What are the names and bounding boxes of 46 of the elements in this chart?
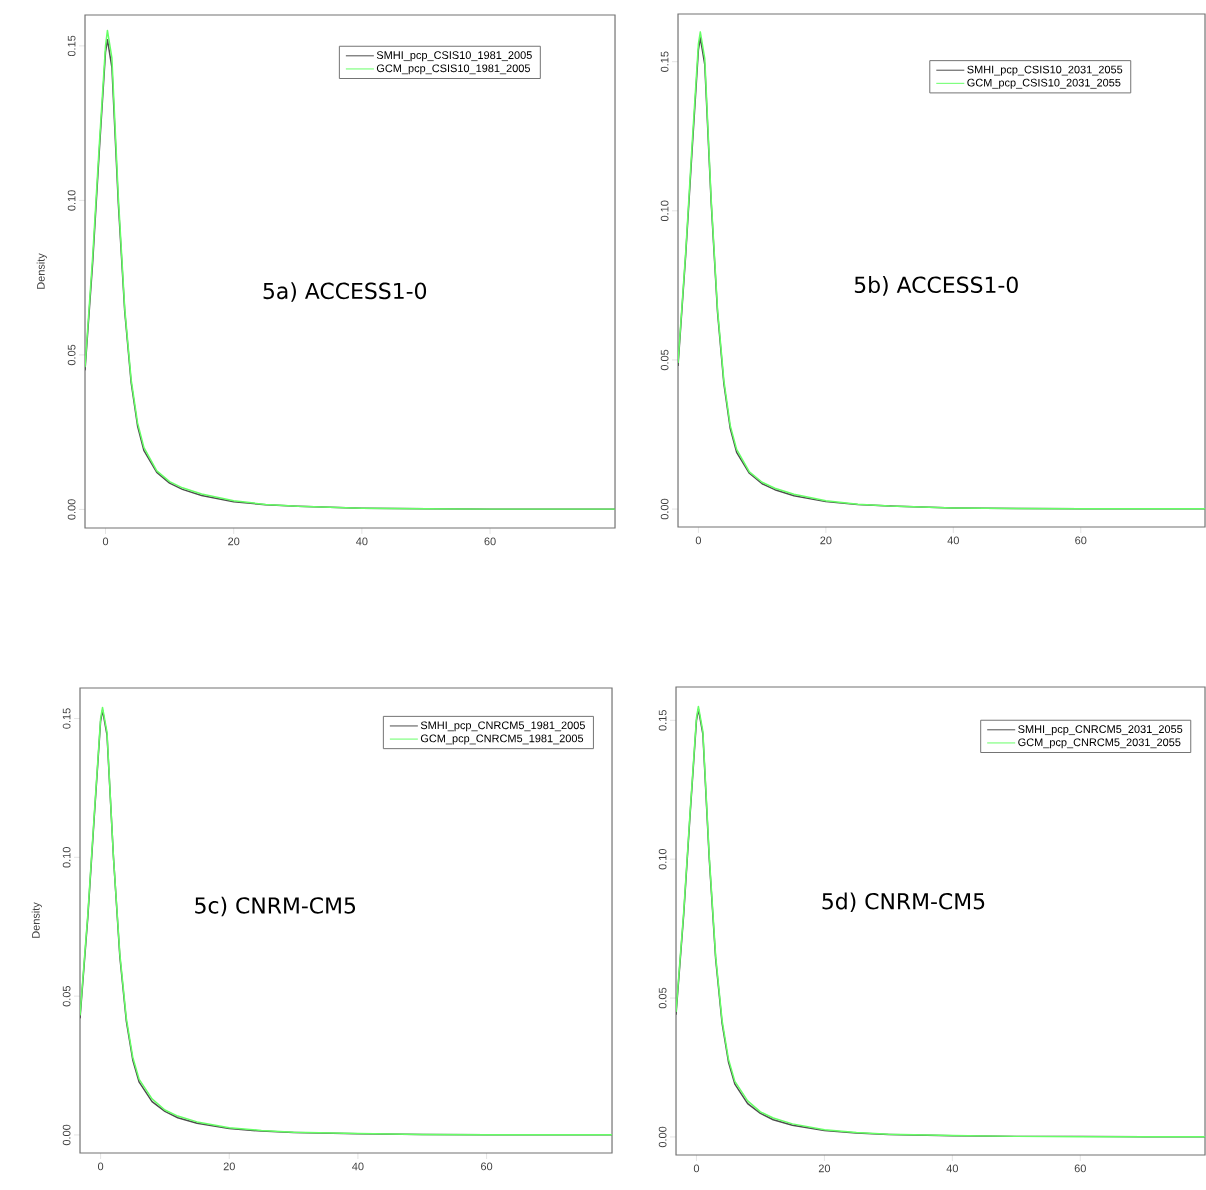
x-tick-label: 40	[947, 536, 959, 545]
y-tick-label: 0.05	[67, 344, 76, 366]
x-tick-label: 0	[693, 1164, 700, 1173]
x-tick-label: 0	[695, 536, 702, 545]
y-tick-label: 0.10	[658, 848, 667, 870]
x-tick-label: 20	[228, 537, 240, 546]
x-tick-label: 60	[484, 537, 496, 546]
y-tick-label: 0.00	[67, 499, 76, 520]
x-tick-label: 20	[223, 1162, 235, 1171]
legend-label: GCM_pcp_CNRCM5_2031_2055	[1018, 738, 1181, 749]
y-tick-label: 0.15	[62, 708, 71, 729]
legend-label: GCM_pcp_CNRCM5_1981_2005	[420, 734, 584, 745]
x-tick-label: 40	[352, 1162, 364, 1171]
y-axis-title: Density	[36, 253, 47, 289]
x-tick-label: 60	[1074, 1164, 1086, 1173]
annotation: 5d) CNRM-CM5	[822, 892, 985, 913]
legend-label: SMHI_pcp_CNRCM5_2031_2055	[1018, 725, 1183, 736]
y-tick-label: 0.10	[62, 847, 71, 868]
x-tick-label: 40	[356, 537, 368, 546]
y-tick-label: 0.05	[62, 985, 71, 1007]
x-tick-label: 0	[102, 537, 109, 546]
x-tick-label: 0	[97, 1162, 104, 1171]
annotation: 5c) CNRM-CM5	[195, 896, 356, 917]
y-tick-label: 0.15	[67, 35, 76, 57]
x-tick-label: 60	[481, 1162, 493, 1171]
y-tick-label: 0.10	[660, 200, 669, 222]
y-tick-label: 0.05	[660, 349, 669, 371]
x-tick-label: 60	[1075, 536, 1087, 545]
annotation: 5b) ACCESS1-0	[854, 276, 1018, 296]
y-tick-label: 0.15	[658, 710, 667, 731]
x-tick-label: 20	[820, 536, 832, 545]
y-tick-label: 0.05	[658, 987, 667, 1009]
legend-label: SMHI_pcp_CNRCM5_1981_2005	[420, 721, 585, 732]
y-tick-label: 0.00	[660, 498, 669, 520]
legend-label: GCM_pcp_CSIS10_1981_2005	[376, 64, 530, 75]
x-tick-label: 40	[946, 1164, 958, 1173]
y-axis-title: Density	[31, 902, 42, 938]
x-tick-label: 20	[818, 1164, 831, 1173]
y-tick-label: 0.00	[62, 1124, 71, 1146]
legend-label: SMHI_pcp_CSIS10_1981_2005	[376, 51, 532, 62]
y-tick-label: 0.00	[658, 1126, 667, 1148]
y-tick-label: 0.10	[67, 190, 76, 211]
y-tick-label: 0.15	[660, 51, 669, 72]
annotation: 5a) ACCESS1-0	[263, 282, 427, 302]
legend-label: SMHI_pcp_CSIS10_2031_2055	[967, 65, 1123, 76]
legend-label: GCM_pcp_CSIS10_2031_2055	[967, 78, 1121, 89]
